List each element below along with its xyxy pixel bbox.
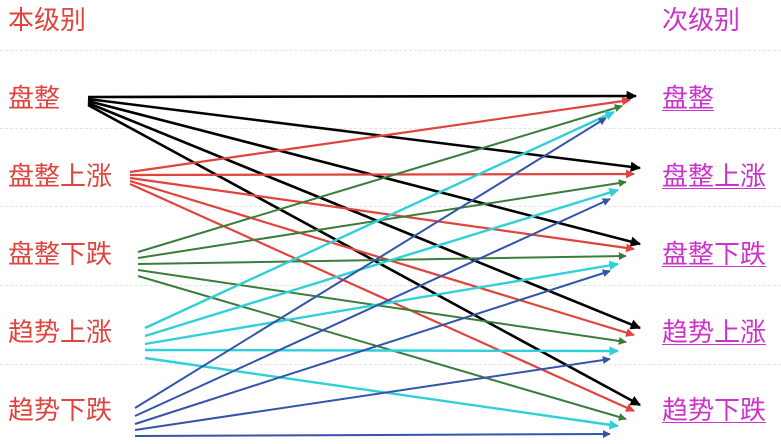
arrow-trend-down-to-trend-down: [134, 430, 611, 439]
right-label-consolidation: 盘整: [662, 84, 715, 114]
arrow-consolidation-to-trend-up: [87, 101, 641, 330]
left-label-consolidation-down: 盘整下跌: [8, 240, 113, 270]
arrow-consolidation-up-to-consolidation-up: [129, 169, 635, 179]
arrow-consolidation-down-to-trend-down: [137, 275, 627, 421]
left-label-consolidation-up: 盘整上涨: [8, 162, 113, 192]
arrow-trend-down-to-consolidation: [134, 117, 607, 409]
arrow-consolidation-up-to-trend-down: [129, 182, 635, 413]
arrow-consolidation-up-to-consolidation: [129, 96, 631, 174]
arrow-trend-up-to-trend-up: [144, 346, 619, 356]
arrow-consolidation-to-consolidation-down: [87, 99, 642, 247]
arrow-trend-up-to-consolidation-up: [144, 187, 619, 338]
grid-rule: [0, 50, 781, 51]
arrow-consolidation-down-to-consolidation-down: [137, 252, 627, 265]
arrow-consolidation-to-trend-down: [87, 103, 641, 407]
grid-rule: [0, 128, 781, 129]
arrow-consolidation-to-consolidation: [87, 90, 638, 102]
left-label-trend-up: 趋势上涨: [8, 318, 113, 348]
arrow-consolidation-up-to-consolidation-down: [129, 176, 635, 253]
right-label-consolidation-down: 盘整下跌: [662, 240, 767, 270]
arrow-consolidation-to-consolidation-up: [87, 97, 642, 172]
arrow-consolidation-up-to-trend-up: [129, 179, 635, 337]
right-label-trend-down: 趋势下跌: [662, 396, 767, 426]
left-label-trend-down: 趋势下跌: [8, 396, 113, 426]
grid-rule: [0, 364, 781, 365]
left-label-consolidation: 盘整: [8, 84, 61, 114]
arrow-trend-up-to-consolidation: [144, 110, 615, 330]
right-label-trend-up: 趋势上涨: [662, 318, 767, 348]
arrow-trend-down-to-trend-up: [134, 356, 611, 431]
grid-rule: [0, 206, 781, 207]
arrow-trend-down-to-consolidation-down: [134, 269, 611, 425]
arrow-consolidation-down-to-consolidation: [137, 104, 623, 253]
left-header: 本级别: [8, 6, 87, 36]
right-header: 次级别: [662, 6, 741, 36]
grid-rule: [0, 285, 781, 286]
arrow-consolidation-down-to-trend-up: [137, 269, 627, 345]
right-label-consolidation-up: 盘整上涨: [662, 162, 767, 192]
arrow-trend-up-to-trend-down: [144, 356, 619, 430]
arrow-trend-down-to-consolidation-up: [134, 198, 611, 417]
